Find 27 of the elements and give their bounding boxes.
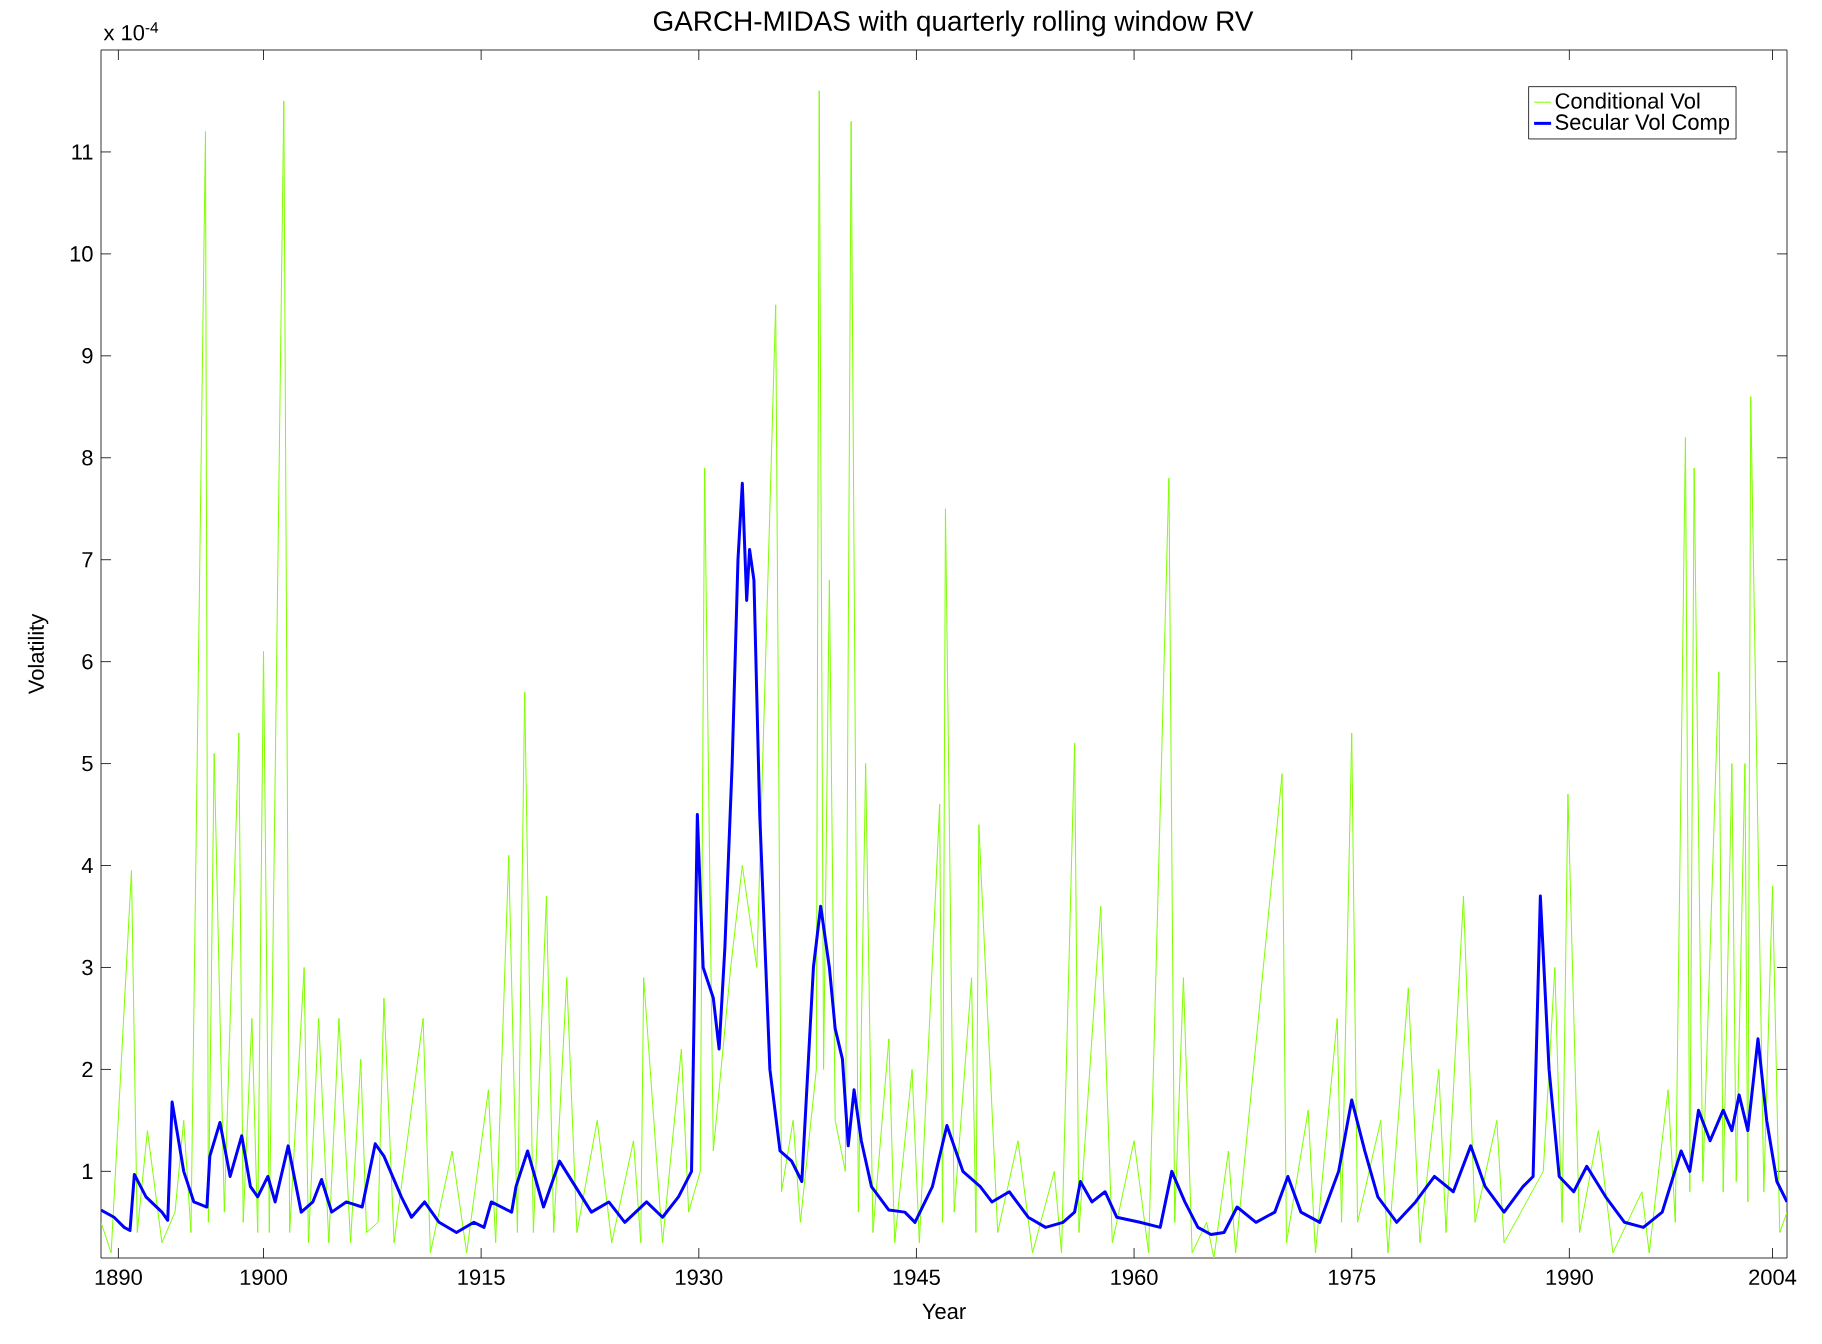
y-tick-label: 11 bbox=[72, 144, 93, 160]
x-tick-label: 1990 bbox=[1546, 1269, 1593, 1286]
x-tick-label: 1930 bbox=[676, 1269, 723, 1286]
y-tick-label: 5 bbox=[82, 755, 93, 772]
x-tick-label: 1960 bbox=[1111, 1269, 1158, 1286]
legend-label: Conditional Vol bbox=[1555, 92, 1700, 109]
x-tick-label: 1890 bbox=[95, 1269, 142, 1286]
y-tick-label: 8 bbox=[82, 449, 93, 466]
y-tick-label: 1 bbox=[82, 1163, 93, 1179]
y-tick-label: 7 bbox=[82, 552, 93, 568]
x-tick-label: 1915 bbox=[458, 1269, 505, 1286]
y-tick-label: 9 bbox=[82, 348, 93, 364]
x-tick-label: 1900 bbox=[240, 1269, 288, 1286]
x-tick-label: 2004 bbox=[1749, 1269, 1797, 1286]
y-tick-label: 2 bbox=[82, 1061, 93, 1078]
y-tick-label: 10 bbox=[70, 246, 93, 262]
y-tick-label: 6 bbox=[82, 653, 93, 670]
legend-label: Secular Vol Comp bbox=[1555, 113, 1730, 135]
y-tick-label: 4 bbox=[81, 857, 93, 874]
x-tick-label: 1945 bbox=[893, 1269, 940, 1286]
line-series bbox=[101, 90, 1788, 1258]
y-axis-title: Volatility bbox=[27, 613, 49, 695]
x-tick-label: 1975 bbox=[1329, 1269, 1376, 1286]
text: x 10$^{-4}$ bbox=[103, 22, 159, 41]
x-axis-title: Year bbox=[922, 1303, 966, 1320]
chart-title: GARCH-MIDAS with quarterly rolling window RV bbox=[653, 10, 1254, 37]
y-tick-label: 3 bbox=[82, 959, 93, 976]
